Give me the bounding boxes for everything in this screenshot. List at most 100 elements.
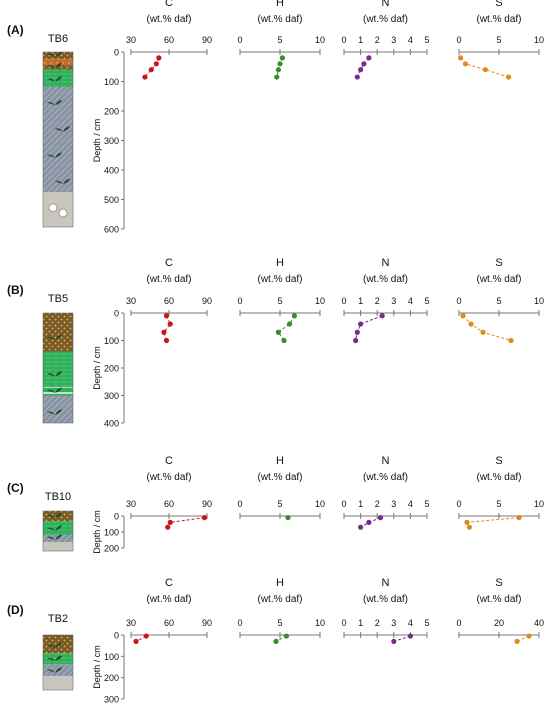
plot-title: H — [276, 455, 284, 467]
stratigraphic-column — [42, 51, 74, 228]
x-tick-label: 0 — [237, 35, 242, 45]
data-point — [277, 61, 283, 67]
data-point — [366, 519, 372, 526]
data-point — [377, 515, 384, 521]
depth-tick-label: 200 — [104, 544, 119, 554]
data-point — [407, 633, 413, 639]
plot-H: H (wt.% daf) 0 5 10 — [237, 577, 325, 645]
plot-C: C (wt.% daf) 30 60 90 — [126, 0, 212, 80]
data-point — [458, 55, 464, 61]
x-tick-label: 60 — [164, 296, 174, 306]
data-point — [464, 519, 470, 526]
depth-tick-label: 100 — [104, 528, 119, 538]
x-tick-label: 10 — [534, 499, 544, 509]
leaf-icon — [46, 534, 63, 540]
x-tick-label: 0 — [237, 618, 242, 628]
x-tick-label: 10 — [315, 296, 325, 306]
x-tick-label: 5 — [496, 296, 501, 306]
x-tick-label: 1 — [358, 296, 363, 306]
depth-axis-title: Depth / cm — [92, 346, 102, 390]
data-point — [156, 55, 162, 61]
series-line — [144, 57, 160, 78]
plot-subtitle: (wt.% daf) — [257, 594, 302, 605]
depth-tick-label: 300 — [104, 695, 119, 705]
x-tick-label: 0 — [341, 499, 346, 509]
leaf-icon — [46, 655, 63, 662]
plot-subtitle: (wt.% daf) — [476, 594, 521, 605]
x-tick-label: 4 — [408, 499, 413, 509]
x-tick-label: 90 — [202, 499, 212, 509]
data-point — [274, 74, 280, 80]
x-tick-label: 90 — [202, 618, 212, 628]
data-point — [460, 313, 466, 319]
leaf-icon — [46, 642, 63, 648]
x-tick-label: 10 — [315, 499, 325, 509]
data-point — [291, 313, 297, 319]
x-tick-label: 2 — [375, 618, 380, 628]
x-tick-label: 3 — [391, 296, 396, 306]
x-tick-label: 10 — [315, 35, 325, 45]
data-point — [508, 337, 514, 344]
leaf-icon — [46, 667, 63, 673]
data-point — [526, 633, 532, 639]
leaf-icon — [46, 152, 63, 158]
data-point — [167, 321, 173, 327]
plot-subtitle: (wt.% daf) — [476, 14, 521, 25]
depth-tick-label: 0 — [114, 309, 119, 319]
x-tick-label: 5 — [277, 499, 282, 509]
plot-S: S (wt.% daf) 0 20 40 — [456, 577, 544, 645]
data-point — [275, 329, 281, 335]
plot-subtitle: (wt.% daf) — [146, 274, 191, 285]
plot-C: C (wt.% daf) 30 60 90 — [126, 257, 212, 344]
series-line — [462, 315, 512, 341]
panel-label: (B) — [7, 283, 24, 297]
data-point — [275, 67, 281, 73]
depth-tick-label: 0 — [114, 631, 119, 641]
data-point — [283, 633, 289, 639]
data-point — [361, 61, 367, 67]
depth-axis-title: Depth / cm — [92, 645, 102, 689]
x-tick-label: 0 — [237, 296, 242, 306]
x-tick-label: 4 — [408, 618, 413, 628]
leaf-icon — [46, 334, 63, 340]
data-point — [391, 638, 397, 645]
leaf-icon — [46, 99, 63, 106]
leaf-icon — [46, 387, 63, 394]
x-tick-label: 2 — [375, 296, 380, 306]
plot-title: N — [382, 0, 390, 9]
plot-subtitle: (wt.% daf) — [363, 472, 408, 483]
plot-N: N (wt.% daf) 0 1 2 3 4 5 — [341, 455, 430, 530]
plot-H: H (wt.% daf) 0 5 10 — [237, 455, 325, 521]
plot-title: S — [495, 257, 502, 269]
plot-subtitle: (wt.% daf) — [146, 472, 191, 483]
column-border — [42, 51, 74, 228]
x-tick-label: 0 — [456, 618, 461, 628]
core-label: TB6 — [48, 33, 68, 45]
column-unit-orange — [43, 59, 73, 66]
column-unit-lightgrey — [43, 676, 73, 690]
leaf-icon — [46, 371, 63, 377]
x-tick-label: 0 — [341, 35, 346, 45]
depth-tick-label: 0 — [114, 48, 119, 58]
x-tick-label: 60 — [164, 499, 174, 509]
leaf-icon — [54, 126, 71, 132]
x-tick-label: 5 — [277, 618, 282, 628]
x-tick-label: 3 — [391, 499, 396, 509]
data-point — [143, 633, 149, 639]
column-unit-grey — [43, 395, 73, 423]
stratigraphic-column — [42, 510, 74, 552]
column-unit-peat — [43, 65, 73, 70]
x-tick-label: 3 — [391, 618, 396, 628]
leaf-icon — [46, 409, 63, 415]
plot-subtitle: (wt.% daf) — [257, 472, 302, 483]
x-tick-label: 30 — [126, 499, 136, 509]
data-point — [468, 321, 474, 327]
data-point — [462, 61, 468, 67]
x-tick-label: 0 — [237, 499, 242, 509]
depth-tick-label: 200 — [104, 673, 119, 683]
core-label: TB5 — [48, 293, 68, 305]
data-point — [279, 55, 285, 61]
